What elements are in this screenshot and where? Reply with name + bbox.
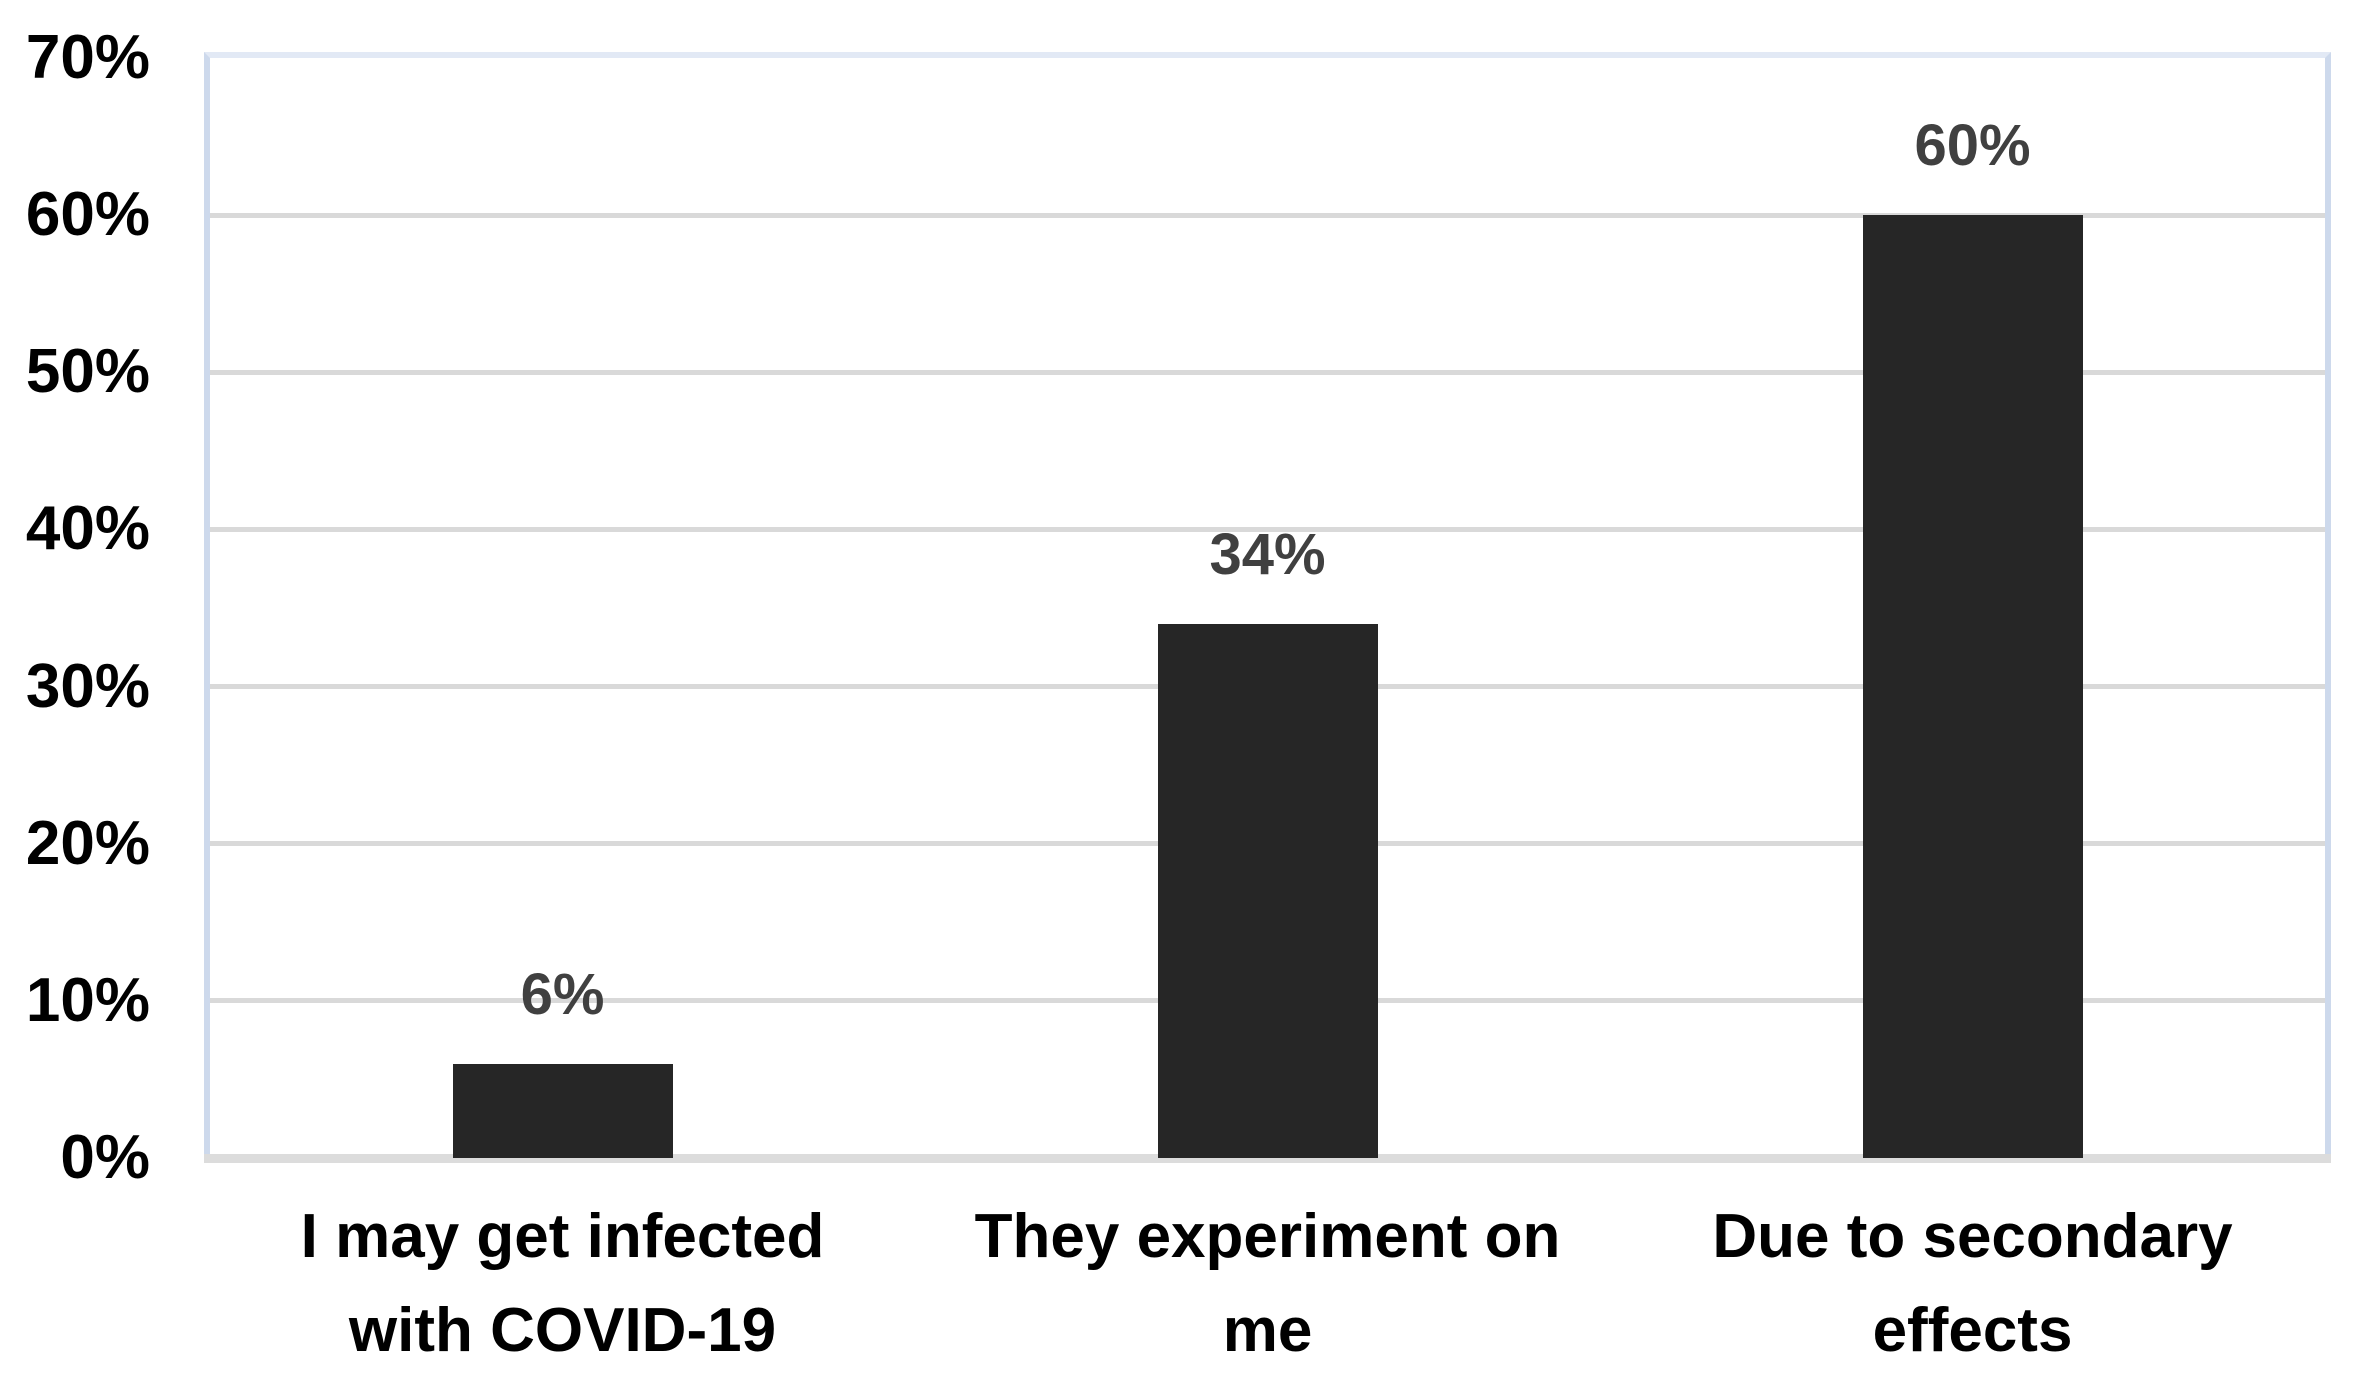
y-axis-tick-label-70: 70% (25, 23, 150, 92)
x-axis-category-label-line: me (1222, 1296, 1313, 1366)
x-axis-category-label: They experiment on me (913, 1190, 1623, 1378)
x-axis-category-label-line: I may get infected (300, 1202, 825, 1271)
y-axis-tick-label-10: 10% (25, 965, 150, 1035)
y-axis-tick-label-50: 50% (25, 337, 150, 407)
plot-area-border (204, 52, 2331, 1158)
bar (452, 1063, 673, 1158)
x-axis-line (204, 1154, 2331, 1163)
bar-value-label: 60% (1914, 113, 2031, 179)
x-axis-category-label-line: effects (1872, 1296, 2073, 1366)
y-axis-tick-label-30: 30% (25, 651, 150, 721)
x-axis-category-label: Due to secondary effects (1618, 1190, 2328, 1378)
bar (1862, 215, 2083, 1158)
bar-value-label: 6% (520, 961, 605, 1027)
gridline-40 (210, 526, 2325, 532)
gridline-60 (210, 212, 2325, 218)
y-axis-tick-label-0: 0% (60, 1123, 150, 1192)
bar-value-label: 34% (1209, 521, 1326, 587)
x-axis-category-label-line: with COVID-19 (348, 1296, 777, 1366)
bar (1157, 623, 1378, 1158)
x-axis-category-label-line: Due to secondary (1712, 1202, 2233, 1271)
gridline-50 (210, 369, 2325, 375)
x-axis-category-label-line: They experiment on (974, 1202, 1561, 1271)
y-axis-tick-label-40: 40% (25, 494, 150, 564)
x-axis-category-label: I may get infected with COVID-19 (208, 1190, 918, 1378)
y-axis-tick-label-60: 60% (25, 180, 150, 250)
y-axis-tick-label-20: 20% (25, 808, 150, 878)
